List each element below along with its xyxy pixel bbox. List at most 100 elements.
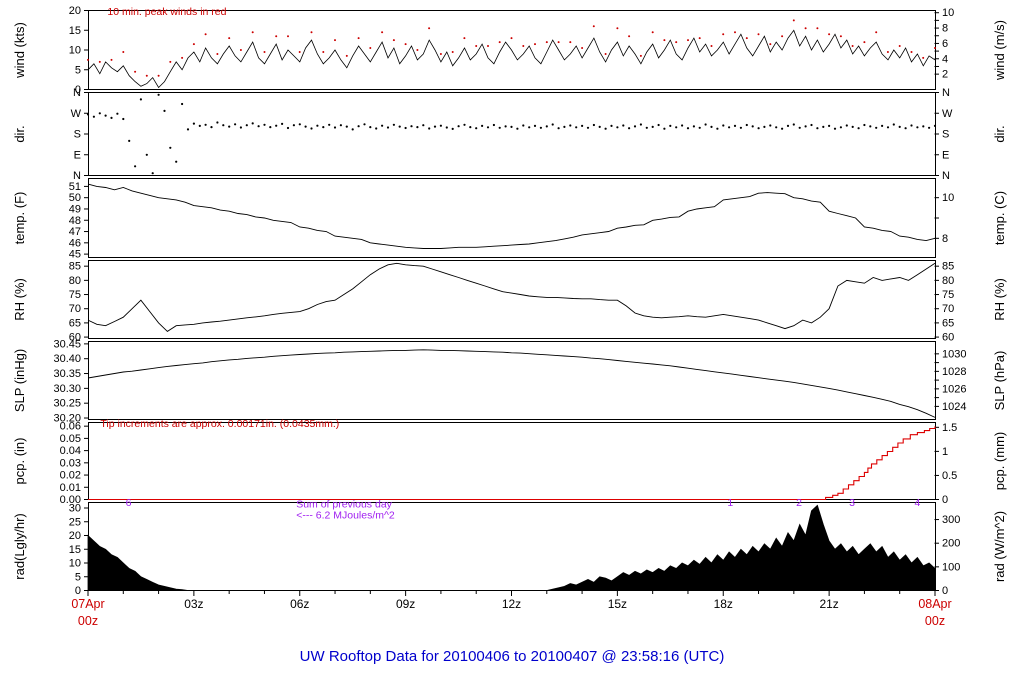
annotation-rad: 4 <box>914 497 920 509</box>
wind-peaks-dots <box>816 27 819 30</box>
ytick-label-right: 85 <box>942 261 954 273</box>
direction-dots <box>398 125 401 128</box>
direction-dots <box>175 160 178 163</box>
plot-box <box>88 10 936 90</box>
direction-dots <box>539 126 543 129</box>
panel-rh: 60 65 70 75 80 85 60 65 70 75 80 85 RH (%) RH (%) <box>12 260 1007 344</box>
wind-peaks-dots <box>487 45 489 47</box>
direction-dots <box>563 125 566 128</box>
ytick-label-left: 0 <box>75 84 81 96</box>
plot-box <box>88 178 936 258</box>
ytick-label-left: 49 <box>69 203 81 215</box>
ytick-label-left: 30.30 <box>53 383 81 395</box>
direction-dots <box>881 124 884 127</box>
ytick-label-right: 75 <box>942 289 954 301</box>
direction-dots <box>698 126 701 129</box>
direction-dots <box>392 123 395 126</box>
direction-dots <box>275 124 278 127</box>
wind-peaks-dots <box>639 54 642 57</box>
axis-label-left: wind (kts) <box>12 22 27 79</box>
ytick-label-right: 2 <box>942 69 948 81</box>
ytick-label-left: 0.01 <box>60 482 81 494</box>
ytick-label-right: N <box>942 170 950 182</box>
direction-dots <box>886 126 890 129</box>
ytick-label-right: 1.5 <box>942 422 957 434</box>
direction-dots <box>663 127 666 130</box>
wind-peaks-dots <box>416 49 419 51</box>
direction-dots <box>286 126 290 130</box>
panel-slp: 30.20 30.25 30.30 30.35 30.40 30.45 1024 1026 10… <box>12 338 1007 424</box>
direction-dots <box>833 127 837 130</box>
direction-dots <box>386 126 390 129</box>
ytick-label-right: 0.5 <box>942 470 957 482</box>
direction-dots <box>851 125 854 128</box>
ytick-label-left: 30.20 <box>53 413 81 425</box>
annotation-rad: <--- 6.2 MJoules/m^2 <box>296 510 395 522</box>
date-label-end-hour: 00z <box>925 614 945 628</box>
direction-dots <box>363 123 366 126</box>
xtick-label: 18z <box>714 597 733 611</box>
slp-line <box>87 349 936 418</box>
ytick-label-right: 65 <box>942 317 954 329</box>
wind-peaks-dots <box>710 45 713 47</box>
ytick-label-left: 10 <box>69 558 81 570</box>
plot-box <box>88 260 936 339</box>
direction-dots <box>204 123 207 126</box>
wind-peaks-dots <box>839 35 842 38</box>
annotation-rad: 1 <box>727 497 733 509</box>
direction-dots <box>751 125 754 128</box>
ytick-label-left: 65 <box>69 317 81 329</box>
date-label-start-hour: 00z <box>78 614 98 628</box>
wind-peaks-dots <box>863 41 866 44</box>
ytick-label-right: 10 <box>942 7 954 19</box>
panel-wind: 0 5 10 15 20 2 4 6 8 10 wind (kts) wind (m/s) 10 min… <box>12 5 1007 96</box>
wind-peaks-dots <box>216 53 219 55</box>
direction-dots <box>904 127 907 130</box>
direction-dots <box>739 126 743 129</box>
ytick-label-left: 75 <box>69 289 81 301</box>
wind-peaks-dots <box>134 70 137 73</box>
wind-peaks-dots <box>498 41 501 44</box>
temp-line <box>87 183 936 249</box>
wind-peaks-dots <box>604 53 607 55</box>
x-axis: 03z 06z 09z 12z 15z 18z 21z 07Apr 00z 08Apr 00z <box>71 591 952 628</box>
axis-label-right: SLP (hPa) <box>992 351 1007 411</box>
ytick-label-left: 85 <box>69 261 81 273</box>
ytick-label-left: 60 <box>69 332 81 344</box>
direction-dots <box>333 126 337 129</box>
ytick-label-left: 20 <box>69 530 81 542</box>
direction-dots <box>186 128 190 131</box>
wind-peaks-dots <box>910 51 913 53</box>
direction-dots <box>781 127 784 130</box>
direction-dots <box>428 127 431 130</box>
wind-peaks-dots <box>439 53 442 55</box>
direction-dots <box>316 124 319 127</box>
direction-dots <box>292 124 295 127</box>
wind-peaks-dots <box>663 39 666 42</box>
direction-dots <box>792 123 795 126</box>
direction-dots <box>139 98 142 101</box>
direction-dots <box>134 165 137 168</box>
direction-dots <box>675 126 678 129</box>
direction-dots <box>728 126 731 129</box>
wind-peaks-dots <box>204 33 207 36</box>
ytick-label-right: 1024 <box>942 401 966 413</box>
ytick-label-left: 46 <box>69 237 81 249</box>
wind-peaks-dots <box>569 41 572 44</box>
ytick-label-right: 8 <box>942 23 948 35</box>
direction-dots <box>369 126 372 129</box>
direction-dots <box>857 127 860 130</box>
direction-dots <box>769 124 772 127</box>
direction-dots <box>516 127 519 130</box>
ytick-label-right: 0 <box>942 494 948 506</box>
direction-dots <box>598 125 601 128</box>
direction-dots <box>381 124 384 127</box>
direction-dots <box>798 126 801 129</box>
ytick-label-left: 30.35 <box>53 368 81 380</box>
direction-dots <box>257 125 260 128</box>
wind-peaks-dots <box>181 56 184 59</box>
ytick-label-left: 0 <box>75 585 81 597</box>
ytick-label-left: 0.02 <box>60 470 81 482</box>
direction-dots <box>228 125 231 128</box>
